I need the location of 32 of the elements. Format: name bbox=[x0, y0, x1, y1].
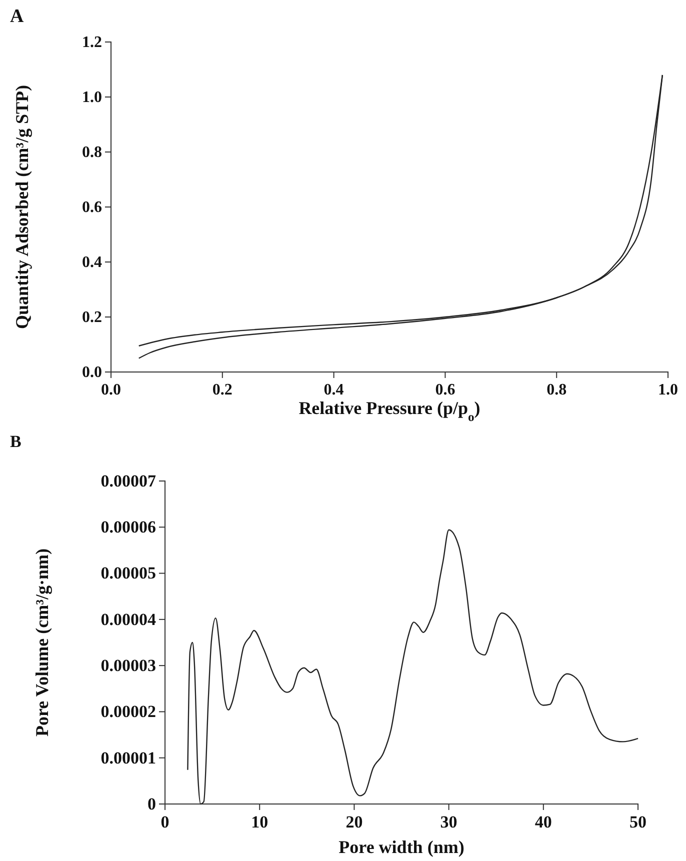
x-tick-label: 0.4 bbox=[324, 382, 344, 399]
x-tick-label: 0.8 bbox=[546, 382, 567, 399]
y-tick-label: 0.6 bbox=[82, 199, 102, 216]
y-tick-label: 0.4 bbox=[82, 254, 102, 272]
y-tick-label: 0.00002 bbox=[100, 702, 156, 722]
y-tick-label: 0.8 bbox=[82, 144, 102, 162]
y-tick-label: 0.00006 bbox=[100, 518, 156, 537]
x-tick-label: 0 bbox=[160, 812, 170, 832]
x-axis-title: Relative Pressure (p/p$_{o}$) bbox=[298, 398, 480, 424]
y-tick-label: 1.0 bbox=[82, 89, 102, 106]
chart-title: A bbox=[10, 6, 24, 27]
x-tick-label: 40 bbox=[534, 812, 552, 832]
y-tick-label: 0.00003 bbox=[100, 656, 156, 676]
y-tick-label: 0.2 bbox=[82, 309, 102, 326]
text: B bbox=[10, 432, 22, 451]
y-tick-label: 0.00001 bbox=[100, 748, 156, 768]
x-tick-label: 50 bbox=[630, 812, 646, 832]
x-tick-label: 0.6 bbox=[435, 382, 456, 399]
x-tick-label: 1.0 bbox=[658, 382, 678, 399]
y-axis-title: Quantity Adsorbed (cm³/g STP) bbox=[12, 85, 32, 329]
x-tick-label: 0.2 bbox=[212, 382, 232, 399]
x-tick-label: 30 bbox=[440, 812, 458, 832]
x-tick-label: 20 bbox=[346, 812, 363, 832]
y-tick-label: 0.00007 bbox=[100, 471, 156, 490]
y-tick-label: 0.00004 bbox=[100, 610, 156, 629]
x-tick-label: 10 bbox=[251, 812, 268, 832]
y-tick-label: 0.00005 bbox=[100, 564, 156, 583]
y-tick-label: 0.0 bbox=[82, 364, 102, 382]
y-axis-title: Pore Volume (cm³/g·nm) bbox=[32, 548, 52, 737]
x-axis-title: Pore width (nm) bbox=[338, 837, 464, 857]
y-tick-label: 1.2 bbox=[82, 34, 102, 52]
y-tick-label: 0 bbox=[148, 794, 156, 814]
